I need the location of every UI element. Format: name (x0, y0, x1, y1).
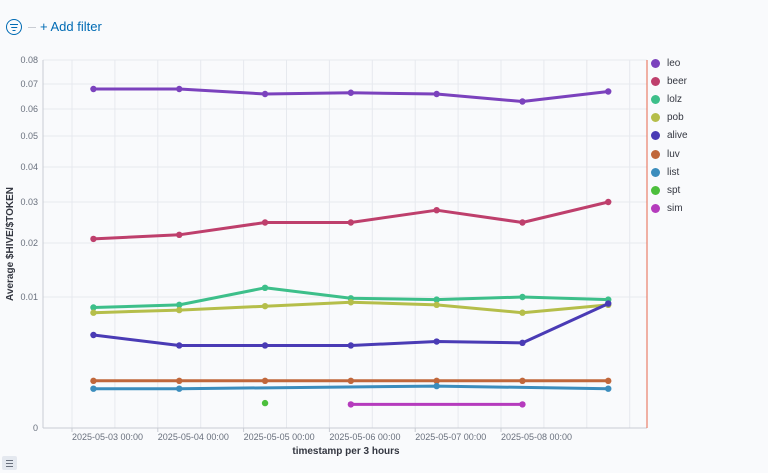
data-point-spt[interactable] (261, 399, 269, 407)
y-tick-label: 0 (33, 423, 38, 433)
data-point-lolz[interactable] (261, 284, 269, 292)
data-point-beer[interactable] (90, 235, 97, 243)
chart-legend: leo beer lolz pob alive luv list spt sim (651, 54, 688, 218)
legend-label: luv (667, 148, 680, 160)
data-point-pob[interactable] (519, 309, 526, 316)
data-point-pob[interactable] (261, 302, 269, 310)
data-point-alive[interactable] (433, 338, 440, 345)
legend-item-pob[interactable]: pob (651, 109, 688, 127)
legend-item-beer[interactable]: beer (651, 72, 688, 90)
data-point-luv[interactable] (433, 377, 440, 385)
list-icon[interactable] (2, 456, 17, 470)
legend-swatch (651, 58, 660, 68)
x-tick-label: 2025-05-03 00:00 (72, 432, 143, 442)
legend-swatch (651, 167, 660, 177)
data-point-alive[interactable] (176, 342, 183, 349)
data-point-luv[interactable] (90, 377, 97, 385)
data-point-sim[interactable] (519, 401, 526, 408)
legend-label: sim (667, 203, 683, 215)
data-point-lolz[interactable] (433, 296, 440, 303)
legend-item-list[interactable]: list (651, 163, 688, 181)
y-tick-label: 0.06 (20, 104, 38, 114)
filter-divider (28, 27, 36, 28)
data-point-sim[interactable] (347, 401, 355, 408)
y-tick-label: 0.07 (20, 79, 38, 89)
data-point-lolz[interactable] (519, 293, 526, 301)
legend-swatch (651, 149, 660, 159)
data-point-list[interactable] (605, 385, 612, 392)
data-point-beer[interactable] (347, 219, 355, 226)
legend-label: beer (667, 75, 688, 87)
legend-label: list (667, 166, 680, 178)
legend-swatch (651, 94, 660, 104)
legend-item-sim[interactable]: sim (651, 200, 688, 218)
x-tick-label: 2025-05-05 00:00 (244, 432, 315, 442)
data-point-luv[interactable] (347, 377, 355, 385)
y-axis-title: Average $HIVE/$TOKEN (5, 187, 16, 301)
data-point-leo[interactable] (347, 89, 355, 96)
legend-item-alive[interactable]: alive (651, 127, 688, 145)
legend-item-luv[interactable]: luv (651, 145, 688, 163)
legend-label: leo (667, 57, 681, 69)
data-point-list[interactable] (90, 385, 97, 392)
legend-item-leo[interactable]: leo (651, 54, 688, 72)
data-point-lolz[interactable] (90, 304, 97, 311)
y-tick-label: 0.01 (20, 292, 38, 302)
legend-label: alive (667, 130, 688, 142)
legend-label: pob (667, 112, 684, 124)
y-tick-label: 0.03 (20, 197, 38, 207)
data-point-beer[interactable] (605, 198, 612, 206)
data-point-pob[interactable] (90, 309, 97, 316)
y-tick-label: 0.04 (20, 162, 38, 172)
x-tick-label: 2025-05-06 00:00 (329, 432, 400, 442)
data-point-pob[interactable] (433, 301, 440, 309)
legend-swatch (651, 131, 660, 141)
filter-icon[interactable] (6, 19, 22, 35)
data-point-leo[interactable] (176, 85, 183, 93)
x-tick-label: 2025-05-07 00:00 (415, 432, 486, 442)
data-point-beer[interactable] (176, 231, 183, 238)
legend-swatch (651, 204, 660, 214)
data-point-alive[interactable] (90, 331, 97, 339)
data-point-leo[interactable] (433, 90, 440, 98)
x-tick-label: 2025-05-04 00:00 (158, 432, 229, 442)
data-point-luv[interactable] (261, 377, 269, 385)
legend-label: lolz (667, 93, 683, 105)
data-point-lolz[interactable] (176, 301, 183, 309)
data-point-beer[interactable] (433, 207, 440, 214)
legend-label: spt (667, 184, 681, 196)
data-point-beer[interactable] (261, 219, 269, 226)
data-point-luv[interactable] (605, 377, 612, 385)
data-point-alive[interactable] (519, 339, 526, 347)
data-point-alive[interactable] (605, 300, 612, 307)
data-point-leo[interactable] (261, 90, 269, 98)
y-tick-label: 0.02 (20, 238, 38, 248)
filter-bar: + Add filter (0, 0, 768, 52)
data-point-list[interactable] (433, 382, 440, 390)
legend-swatch (651, 113, 660, 123)
data-point-luv[interactable] (519, 377, 526, 385)
data-point-alive[interactable] (347, 342, 355, 349)
add-filter-button[interactable]: + Add filter (40, 19, 102, 34)
data-point-pob[interactable] (176, 306, 183, 314)
x-tick-label: 2025-05-08 00:00 (501, 432, 572, 442)
data-point-leo[interactable] (605, 88, 612, 95)
data-point-luv[interactable] (176, 377, 183, 385)
x-axis-title: timestamp per 3 hours (292, 446, 400, 457)
y-tick-label: 0.08 (20, 55, 38, 65)
legend-item-lolz[interactable]: lolz (651, 90, 688, 108)
legend-swatch (651, 76, 660, 86)
y-tick-label: 0.05 (20, 131, 38, 141)
data-point-list[interactable] (176, 385, 183, 392)
series-line-list (93, 384, 609, 391)
data-point-leo[interactable] (90, 85, 97, 93)
data-point-beer[interactable] (519, 219, 526, 226)
data-point-leo[interactable] (519, 98, 526, 105)
data-point-alive[interactable] (261, 342, 269, 349)
legend-item-spt[interactable]: spt (651, 181, 688, 199)
data-point-pob[interactable] (347, 299, 355, 306)
legend-swatch (651, 185, 660, 195)
